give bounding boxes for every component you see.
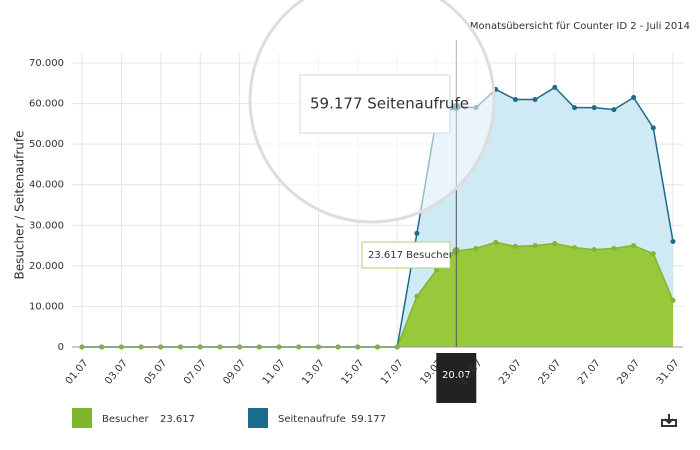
y-tick-label: 30.000 (29, 220, 64, 231)
x-tick-label: 17.07 (379, 358, 406, 387)
legend-value: 59.177 (351, 414, 386, 425)
x-tick-label: 27.07 (576, 358, 603, 387)
point (473, 245, 479, 251)
point (611, 245, 617, 251)
x-tick-label: 05.07 (143, 358, 170, 387)
x-tick-label: 23.07 (497, 358, 524, 387)
y-tick-label: 70.000 (29, 58, 64, 69)
legend: Besucher 23.617 Seitenaufrufe 59.177 (72, 408, 386, 428)
point (650, 125, 656, 131)
tooltip: 23.617 Besucher (368, 250, 454, 261)
point (572, 105, 577, 111)
point (670, 239, 676, 245)
tooltip: 59.177 Seitenaufrufe (310, 95, 469, 113)
chart-title: Monatsübersicht für Counter ID 2 - Juli … (470, 21, 690, 32)
point (611, 107, 617, 113)
point (434, 267, 440, 273)
tooltip-box (361, 241, 451, 269)
point (414, 230, 420, 236)
legend-swatch (72, 408, 92, 428)
download-icon[interactable] (661, 414, 677, 427)
x-tick-label: 13.07 (300, 358, 327, 387)
point (552, 84, 558, 90)
point (572, 245, 577, 251)
point (670, 297, 676, 303)
legend-value: 23.617 (160, 414, 195, 425)
legend-swatch (248, 408, 268, 428)
point (414, 293, 420, 299)
x-tick-label: 25.07 (537, 358, 564, 387)
y-axis-label: Besucher / Seitenaufrufe (13, 130, 27, 279)
tooltip-box (299, 74, 451, 134)
point (512, 243, 518, 249)
x-tick-label: 07.07 (182, 358, 209, 387)
point (493, 239, 499, 245)
legend-label: Seitenaufrufe (278, 414, 346, 425)
download-button[interactable] (661, 414, 677, 427)
legend-label: Besucher (102, 414, 150, 425)
x-highlight-box (436, 353, 477, 403)
point (650, 251, 656, 257)
point (532, 97, 538, 103)
x-tick-label: 15.07 (340, 358, 367, 387)
point (532, 243, 538, 249)
x-tick-label: 11.07 (261, 358, 288, 387)
point (591, 105, 597, 111)
point (552, 241, 558, 247)
y-tick-label: 60.000 (29, 99, 64, 110)
y-tick-label: 0 (58, 342, 64, 353)
point (512, 97, 518, 103)
point (631, 94, 637, 100)
area (82, 242, 673, 347)
x-tick-label: 09.07 (221, 358, 248, 387)
x-tick-label: 29.07 (615, 358, 642, 387)
x-tick-label: 01.07 (64, 358, 91, 387)
point (631, 243, 637, 249)
x-tick-label: 03.07 (103, 358, 130, 387)
x-tick-label: 31.07 (655, 358, 682, 387)
y-tick-label: 20.000 (29, 261, 64, 272)
y-tick-label: 50.000 (29, 139, 64, 150)
y-tick-label: 10.000 (29, 301, 64, 312)
y-tick-label: 40.000 (29, 180, 64, 191)
x-tick-label: 20.07 (442, 370, 471, 381)
point (591, 247, 597, 253)
